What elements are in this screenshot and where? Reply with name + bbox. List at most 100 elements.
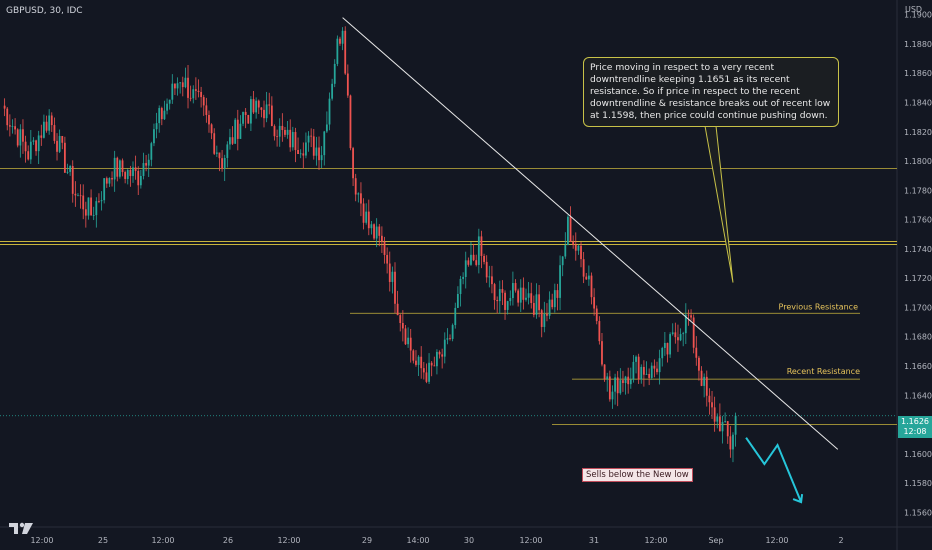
candle-body: [635, 356, 637, 362]
candle-body: [718, 416, 721, 432]
candle-body: [320, 155, 323, 161]
candle-body: [409, 337, 412, 351]
candle-body: [307, 135, 310, 143]
candle-body: [166, 103, 168, 111]
x-tick-label: 12:00: [151, 536, 174, 545]
candle-body: [19, 129, 22, 146]
candle-body: [27, 151, 30, 160]
y-tick-label: 1.1640: [904, 391, 932, 400]
candle-body: [286, 129, 289, 135]
candle-body: [711, 402, 713, 408]
analysis-callout[interactable]: Price moving in respect to a very recent…: [583, 57, 839, 127]
candle-body: [472, 254, 475, 261]
candle-body: [270, 105, 273, 127]
candle-body: [464, 260, 467, 277]
candle-body: [299, 153, 302, 155]
y-tick-label: 1.1600: [904, 450, 932, 459]
candle-body: [132, 167, 134, 177]
candle-body: [328, 98, 331, 125]
candle-body: [260, 107, 263, 110]
candle-body: [116, 157, 119, 177]
candle-body: [69, 166, 72, 172]
candle-body: [671, 332, 674, 335]
candle-body: [365, 211, 368, 223]
candle-body: [43, 121, 45, 138]
candle-body: [312, 136, 315, 156]
candle-body: [171, 83, 174, 100]
candle-body: [470, 254, 472, 265]
y-tick-label: 1.1840: [904, 98, 932, 107]
candle-body: [700, 370, 703, 386]
candle-body: [221, 158, 223, 169]
x-tick-label: 30: [464, 536, 474, 545]
x-tick-label: 31: [589, 536, 599, 545]
sells-label[interactable]: Sells below the New low: [582, 468, 693, 482]
candle-body: [663, 342, 666, 348]
candle-body: [268, 104, 271, 106]
candle-body: [160, 108, 163, 120]
candle-body: [250, 99, 252, 124]
candle-body: [564, 245, 567, 257]
candle-body: [257, 100, 260, 108]
candle-body: [53, 125, 56, 141]
candle-body: [205, 105, 208, 115]
candle-body: [87, 197, 90, 216]
y-tick-label: 1.1760: [904, 216, 932, 225]
recent-resistance-label: Recent Resistance: [787, 367, 860, 376]
downtrend-line: [342, 17, 839, 450]
x-tick-label: 26: [223, 536, 233, 545]
tradingview-logo-icon[interactable]: [8, 520, 34, 536]
candle-body: [616, 377, 619, 394]
candle-body: [561, 256, 564, 266]
candle-body: [139, 175, 142, 186]
candle-body: [428, 362, 430, 382]
callout-pointer: [704, 125, 734, 283]
candle-body: [252, 99, 255, 113]
candle-body: [601, 341, 603, 365]
candle-body: [577, 245, 580, 251]
candle-body: [567, 216, 569, 246]
candle-body: [650, 365, 653, 378]
candle-body: [92, 215, 95, 216]
y-tick-label: 1.1860: [904, 69, 932, 78]
candle-body: [546, 314, 548, 316]
candle-body: [690, 315, 692, 318]
candle-body: [218, 152, 221, 159]
candle-body: [433, 365, 436, 367]
candle-body: [333, 63, 336, 84]
candle-body: [477, 236, 480, 265]
candle-body: [643, 366, 645, 375]
candle-body: [176, 83, 179, 89]
candle-body: [142, 163, 145, 176]
candle-body: [208, 114, 210, 125]
candle-body: [29, 141, 32, 160]
candle-body: [619, 380, 622, 394]
candle-body: [229, 137, 231, 145]
candle-body: [729, 436, 732, 450]
candle-body: [323, 131, 326, 156]
candle-body: [677, 337, 679, 341]
candle-body: [695, 347, 698, 358]
candle-body: [378, 226, 381, 236]
candle-body: [349, 95, 352, 149]
x-tick-label: 12:00: [644, 536, 667, 545]
candle-body: [475, 260, 478, 265]
candle-body: [569, 216, 572, 242]
candle-body: [189, 97, 192, 99]
candle-body: [658, 358, 661, 373]
candle-body: [512, 283, 514, 299]
candle-body: [310, 135, 313, 137]
symbol-title[interactable]: GBPUSD, 30, IDC: [6, 6, 83, 16]
candle-body: [179, 82, 182, 84]
candle-body: [614, 377, 616, 392]
candle-body: [530, 293, 533, 304]
y-tick-label: 1.1900: [904, 11, 932, 20]
candle-body: [192, 89, 195, 99]
candle-body: [716, 416, 719, 422]
candle-body: [611, 391, 614, 400]
candle-body: [698, 357, 700, 371]
candle-body: [383, 241, 386, 255]
candle-body: [483, 255, 485, 262]
